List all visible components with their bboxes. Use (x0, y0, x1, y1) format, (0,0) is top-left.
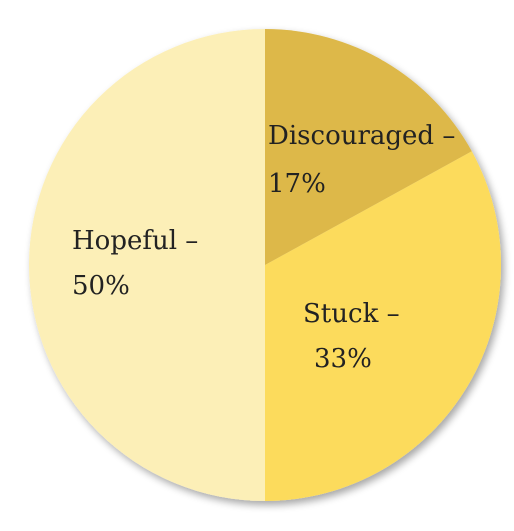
pie-slices (29, 29, 501, 501)
slice-percent-0: 17% (268, 169, 326, 199)
slice-percent-2: 50% (72, 271, 130, 301)
slice-label-2: Hopeful – (72, 226, 198, 256)
pie-labels: Discouraged – 17% Stuck – 33% Hopeful – 50% (72, 121, 455, 374)
slice-percent-1: 33% (314, 344, 372, 374)
pie-slice-0 (265, 29, 472, 265)
pie-slice-2 (29, 29, 265, 501)
pie-slice-1 (265, 151, 501, 501)
slice-label-1: Stuck – (303, 299, 400, 329)
slice-label-0: Discouraged – (268, 121, 455, 151)
